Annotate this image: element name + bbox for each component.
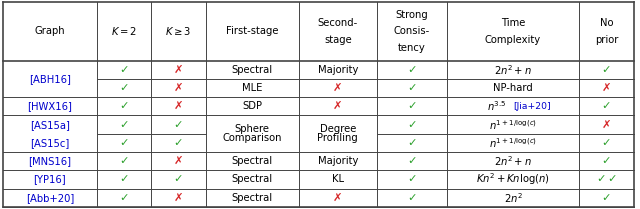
- Text: ✗: ✗: [173, 193, 183, 203]
- Text: Spectral: Spectral: [232, 156, 273, 166]
- Text: ✗: ✗: [173, 156, 183, 166]
- Text: $n^{1+1/\log(c)}$: $n^{1+1/\log(c)}$: [489, 136, 537, 150]
- Text: ✗: ✗: [602, 83, 611, 93]
- Text: ✗: ✗: [602, 120, 611, 130]
- Text: ✓: ✓: [173, 175, 183, 185]
- Text: prior: prior: [595, 35, 618, 45]
- Text: ✓: ✓: [119, 193, 129, 203]
- Text: ✓: ✓: [119, 138, 129, 148]
- Text: ✓: ✓: [407, 138, 417, 148]
- Text: ✓: ✓: [607, 175, 617, 185]
- Text: ✓: ✓: [596, 175, 605, 185]
- Text: Time: Time: [500, 18, 525, 28]
- Text: ✗: ✗: [173, 101, 183, 111]
- Text: Strong: Strong: [396, 10, 428, 20]
- Text: $2n^2+n$: $2n^2+n$: [494, 154, 532, 168]
- Text: No: No: [600, 18, 613, 28]
- Text: Sphere: Sphere: [235, 124, 269, 134]
- Text: ✓: ✓: [119, 83, 129, 93]
- Text: stage: stage: [324, 35, 352, 45]
- Text: ✓: ✓: [602, 101, 611, 111]
- Text: ✓: ✓: [407, 65, 417, 75]
- Text: ✓: ✓: [407, 101, 417, 111]
- Text: ✓: ✓: [119, 156, 129, 166]
- Text: MLE: MLE: [242, 83, 262, 93]
- Text: Spectral: Spectral: [232, 193, 273, 203]
- Text: [AS15a]: [AS15a]: [30, 120, 70, 130]
- Text: KL: KL: [332, 175, 344, 185]
- Text: ✗: ✗: [173, 65, 183, 75]
- Text: ✓: ✓: [407, 156, 417, 166]
- Text: Spectral: Spectral: [232, 65, 273, 75]
- Text: Complexity: Complexity: [485, 35, 541, 45]
- Text: ✓: ✓: [407, 120, 417, 130]
- Text: $2n^2$: $2n^2$: [504, 191, 522, 205]
- Text: Second-: Second-: [317, 18, 358, 28]
- Text: Spectral: Spectral: [232, 175, 273, 185]
- Text: Profiling: Profiling: [317, 133, 358, 143]
- Text: ✓: ✓: [173, 120, 183, 130]
- Text: Majority: Majority: [317, 156, 358, 166]
- Text: ✓: ✓: [407, 193, 417, 203]
- Text: [ABH16]: [ABH16]: [29, 74, 71, 84]
- Text: ✓: ✓: [119, 120, 129, 130]
- Text: $Kn^2+Kn\log(n)$: $Kn^2+Kn\log(n)$: [476, 172, 550, 187]
- Text: [Jia+20]: [Jia+20]: [513, 102, 551, 111]
- Text: ✓: ✓: [407, 175, 417, 185]
- Text: Degree: Degree: [319, 124, 356, 134]
- Text: $n^{1+1/\log(c)}$: $n^{1+1/\log(c)}$: [489, 118, 537, 131]
- Text: ✓: ✓: [119, 101, 129, 111]
- Text: ✓: ✓: [602, 193, 611, 203]
- Text: SDP: SDP: [243, 101, 262, 111]
- Text: ✓: ✓: [119, 175, 129, 185]
- Text: ✓: ✓: [407, 83, 417, 93]
- Text: $n^{3.5}$: $n^{3.5}$: [487, 99, 507, 113]
- Text: Majority: Majority: [317, 65, 358, 75]
- Text: [YP16]: [YP16]: [33, 175, 66, 185]
- Text: ✓: ✓: [173, 138, 183, 148]
- Text: [Abb+20]: [Abb+20]: [26, 193, 74, 203]
- Text: [MNS16]: [MNS16]: [28, 156, 72, 166]
- Text: ✓: ✓: [602, 65, 611, 75]
- Text: ✓: ✓: [602, 156, 611, 166]
- Text: ✓: ✓: [119, 65, 129, 75]
- Text: tency: tency: [398, 43, 426, 53]
- Text: $K=2$: $K=2$: [111, 25, 137, 37]
- Text: $2n^2+n$: $2n^2+n$: [494, 63, 532, 77]
- Text: [HWX16]: [HWX16]: [28, 101, 72, 111]
- Text: ✗: ✗: [173, 83, 183, 93]
- Text: ✗: ✗: [333, 193, 342, 203]
- Text: ✗: ✗: [333, 83, 342, 93]
- Text: NP-hard: NP-hard: [493, 83, 533, 93]
- Text: ✓: ✓: [602, 138, 611, 148]
- Text: Comparison: Comparison: [223, 133, 282, 143]
- Text: $K\geq 3$: $K\geq 3$: [165, 25, 191, 37]
- Text: Graph: Graph: [35, 26, 65, 36]
- Text: ✗: ✗: [333, 101, 342, 111]
- Text: Consis-: Consis-: [394, 26, 430, 36]
- Text: First-stage: First-stage: [226, 26, 278, 36]
- Text: [AS15c]: [AS15c]: [30, 138, 70, 148]
